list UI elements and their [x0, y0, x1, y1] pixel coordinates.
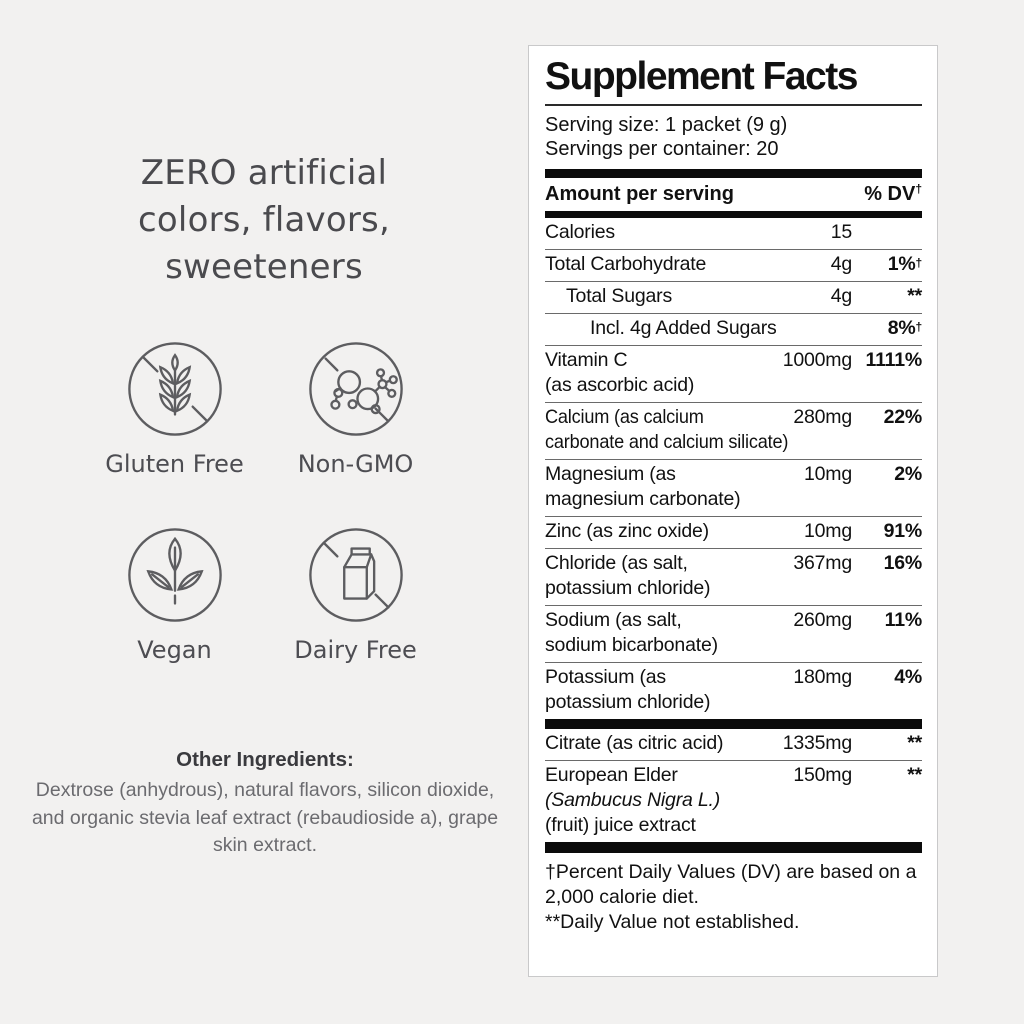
nutrient-name: Potassium (as potassium chloride)	[545, 666, 711, 713]
nutrient-name: Magnesium (as magnesium carbonate)	[545, 463, 741, 510]
servings-per-container: Servings per container: 20	[545, 138, 779, 160]
nutrient-row: Total Sugars 4g **	[545, 282, 922, 314]
nutrient-rows: Calories 15 Total Carbohydrate 4g 1%† Total S…	[545, 218, 922, 719]
nutrient-name: Sodium (as salt, sodium bicarbonate)	[545, 609, 718, 656]
nutrient-name: Zinc (as zinc oxide)	[545, 520, 709, 542]
amount-value: 10mg	[804, 463, 852, 485]
nutrient-name: Total Sugars	[566, 285, 672, 307]
column-header: Amount per serving % DV†	[545, 178, 922, 211]
nutrient-name: Total Carbohydrate	[545, 253, 707, 275]
dv-value: 1111%	[865, 349, 923, 371]
badge-dairy-free: Dairy Free	[265, 524, 446, 664]
dv-value: **	[907, 764, 922, 786]
other-ingredients-body: Dextrose (anhydrous), natural flavors, s…	[31, 779, 499, 856]
dv-value: 11%	[884, 609, 923, 631]
nutrient-row: Incl. 4g Added Sugars 8%†	[545, 314, 922, 346]
amount-value: 367mg	[793, 552, 852, 574]
badge-label: Non-GMO	[297, 450, 414, 478]
divider-thick	[545, 719, 922, 729]
amount-value: 4g	[830, 253, 852, 275]
headline: ZERO artificial colors, flavors, sweeten…	[34, 150, 494, 291]
divider-thick	[545, 169, 922, 178]
badge-vegan: Vegan	[84, 524, 265, 664]
amount-value: 1000mg	[782, 349, 852, 371]
nutrient-row: Zinc (as zinc oxide) 10mg 91%	[545, 517, 922, 549]
dv-value: **	[907, 285, 922, 307]
nutrient-row: Vitamin C (as ascorbic acid) 1000mg 1111%	[545, 346, 922, 403]
amount-value: 10mg	[804, 520, 852, 542]
amount-value: 1335mg	[782, 732, 852, 754]
nutrient-rows: Citrate (as citric acid) 1335mg ** European…	[545, 729, 922, 842]
amount-value: 280mg	[793, 406, 852, 428]
divider	[545, 104, 922, 106]
dv-value: **	[907, 732, 922, 754]
dv-header: % DV†	[864, 182, 922, 205]
nutrient-row: Sodium (as salt, sodium bicarbonate) 260mg…	[545, 606, 922, 663]
badge-non-gmo: Non-GMO	[265, 338, 446, 478]
nutrient-row: Potassium (as potassium chloride) 180mg 4%	[545, 663, 922, 719]
dv-value: 16%	[883, 552, 923, 574]
footnotes: †Percent Daily Values (DV) are based on …	[545, 853, 922, 935]
feature-badges: Gluten Free Non-GMO	[84, 338, 446, 664]
amount-value: 260mg	[793, 609, 852, 631]
nutrient-name: European Elder (Sambucus Nigra L.) (fruit)…	[545, 764, 721, 836]
footnote: **Daily Value not established.	[545, 911, 800, 933]
nutrient-row: Total Carbohydrate 4g 1%†	[545, 250, 922, 282]
dv-value: 1%†	[887, 253, 922, 275]
nutrient-name: Calcium (as calcium carbonate and calcium…	[545, 406, 789, 453]
amount-value: 180mg	[793, 666, 852, 688]
nutrient-row: Citrate (as citric acid) 1335mg **	[545, 729, 922, 761]
headline-line: sweeteners	[165, 247, 363, 287]
badge-label: Vegan	[137, 636, 212, 664]
nutrient-name: Chloride (as salt, potassium chloride)	[545, 552, 711, 599]
non-gmo-icon	[308, 342, 403, 436]
amount-value: 4g	[830, 285, 852, 307]
amount-header: Amount per serving	[545, 183, 734, 205]
panel-title: Supplement Facts	[545, 55, 858, 98]
headline-line: colors, flavors,	[138, 200, 390, 240]
nutrient-row: Magnesium (as magnesium carbonate) 10mg 2%	[545, 460, 922, 517]
vegan-icon	[127, 528, 222, 622]
footnote: †Percent Daily Values (DV) are based on …	[545, 861, 917, 908]
dairy-free-icon	[308, 528, 403, 622]
nutrient-row: European Elder (Sambucus Nigra L.) (fruit)…	[545, 761, 922, 842]
nutrient-name: Vitamin C (as ascorbic acid)	[545, 349, 695, 396]
dv-value: 8%†	[887, 317, 922, 339]
amount-value: 150mg	[793, 764, 852, 786]
nutrient-name: Citrate (as citric acid)	[545, 732, 724, 754]
badge-label: Dairy Free	[294, 636, 417, 664]
dv-value: 22%	[883, 406, 923, 428]
nutrient-name: Calories	[545, 221, 615, 243]
divider-thick	[545, 211, 922, 218]
nutrient-row: Chloride (as salt, potassium chloride) 367…	[545, 549, 922, 606]
amount-value: 15	[830, 221, 852, 243]
serving-size: Serving size: 1 packet (9 g)	[545, 114, 788, 136]
supplement-facts-panel: Supplement Facts Serving size: 1 packet …	[528, 45, 938, 977]
nutrient-name: Incl. 4g Added Sugars	[590, 317, 777, 339]
dv-value: 91%	[883, 520, 923, 542]
headline-line: ZERO artificial	[140, 153, 388, 193]
nutrient-row: Calcium (as calcium carbonate and calcium…	[545, 403, 922, 460]
badge-label: Gluten Free	[105, 450, 244, 478]
badge-gluten-free: Gluten Free	[84, 338, 265, 478]
other-ingredients: Other Ingredients: Dextrose (anhydrous),…	[28, 748, 502, 860]
gluten-free-icon	[127, 342, 222, 436]
dv-value: 2%	[894, 463, 922, 485]
nutrient-row: Calories 15	[545, 218, 922, 250]
dv-value: 4%	[894, 666, 922, 688]
other-ingredients-heading: Other Ingredients:	[176, 748, 354, 771]
divider-thick	[545, 842, 922, 853]
